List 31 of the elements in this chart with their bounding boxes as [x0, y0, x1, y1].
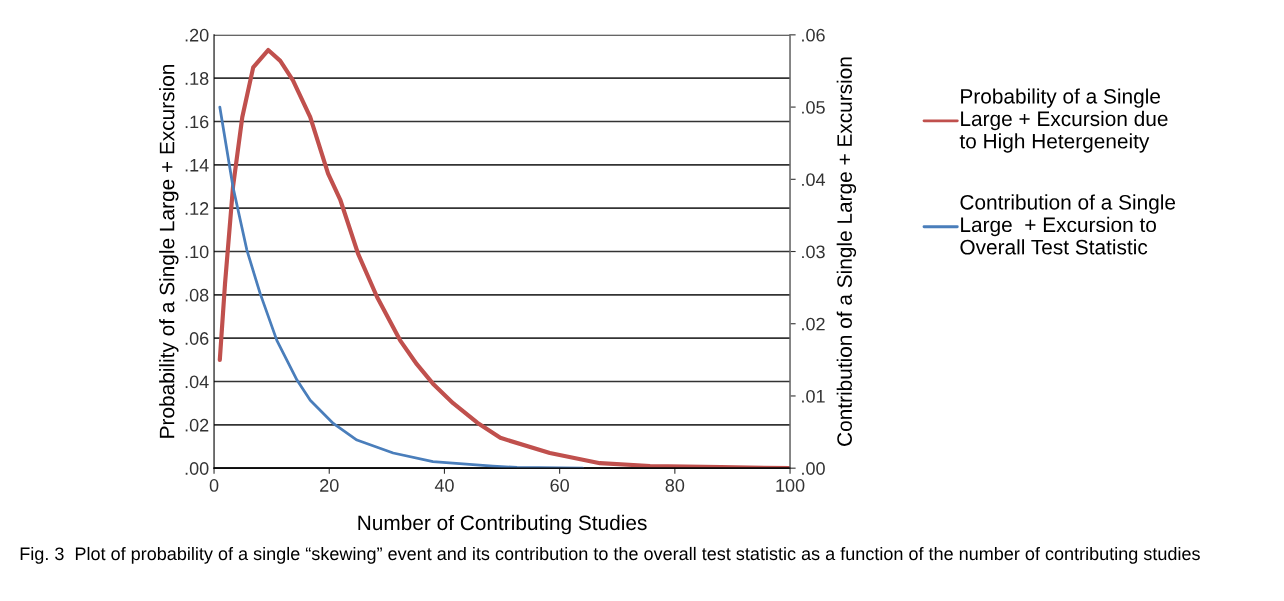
- y-axis-title: Probability of a Single Large + Excursion: [159, 64, 179, 438]
- y2-tick-label: .00: [802, 462, 825, 475]
- legend-label: Probability of a Single Large + Excursion due to High Hetergeneity: [959, 88, 1168, 153]
- y2-tick-label: .06: [802, 28, 825, 42]
- line-series: [218, 105, 585, 469]
- legend-label: Contribution of a Single Large + Excursion to Overall Test Statistic: [960, 194, 1176, 255]
- y-tick-label: .12: [185, 202, 209, 215]
- y-tick-label: .02: [185, 418, 209, 432]
- y2-tick-label: .04: [802, 173, 826, 187]
- x-tick-label: 20: [320, 479, 339, 492]
- y-tick-label: .14: [185, 158, 209, 172]
- x-tick-label: 60: [550, 479, 569, 492]
- y-tick-label: .10: [185, 245, 209, 259]
- y-tick-label: .06: [185, 332, 209, 345]
- x-axis-title: Number of Contributing Studies: [358, 514, 647, 535]
- y-tick-label: .20: [185, 28, 209, 42]
- y-tick-label: .16: [185, 115, 209, 129]
- y2-tick-label: .05: [802, 101, 825, 114]
- y2-axis-title: Contribution of a Single Large + Excursion: [836, 57, 857, 446]
- caption: Fig. 3 Plot of probability of a single “skewing” event and its contribution to the overall test statistic as a function of the number of contributing studies: [20, 546, 1200, 564]
- x-tick-label: 40: [434, 479, 454, 492]
- y2-tick-label: .02: [802, 317, 825, 331]
- y-tick-label: .00: [185, 462, 209, 475]
- y-tick-label: .18: [185, 72, 209, 85]
- y-tick-label: .08: [185, 288, 209, 302]
- y2-tick-label: .03: [802, 245, 825, 259]
- x-tick-label: 80: [665, 479, 685, 492]
- x-tick-label: 0: [209, 479, 219, 492]
- y-tick-label: .04: [185, 375, 209, 389]
- y2-tick-label: .01: [802, 389, 825, 403]
- x-tick-label: 100: [776, 479, 805, 492]
